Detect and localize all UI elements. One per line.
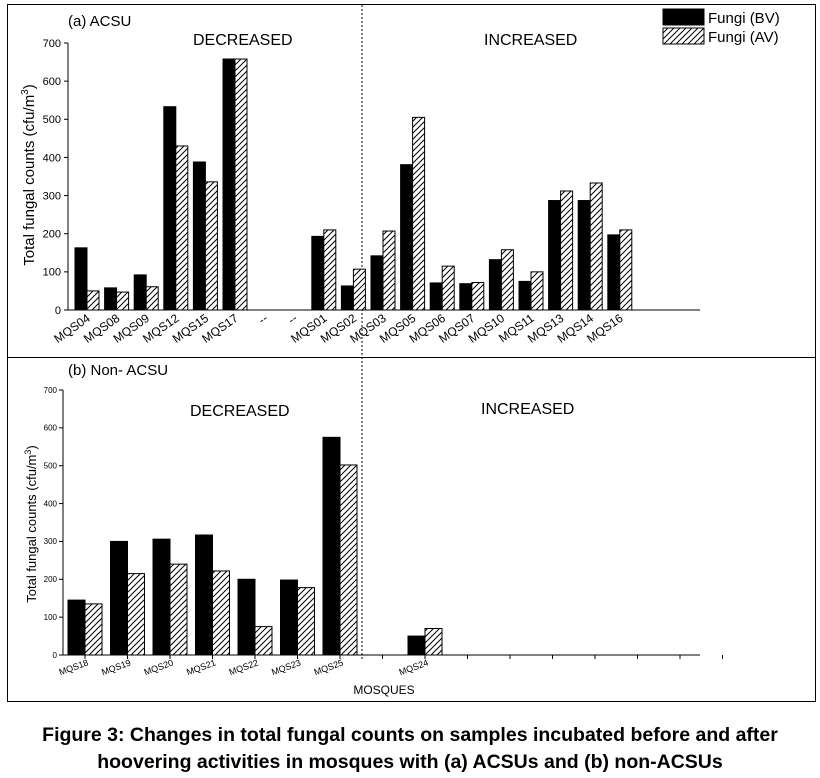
panel-b-y-tick-label: 700 bbox=[44, 386, 58, 395]
panel-a-y-tick-label: 700 bbox=[43, 38, 61, 50]
panel-a-y-tick-label: 300 bbox=[43, 190, 61, 202]
panel-b-bar-av bbox=[212, 570, 230, 656]
figure-frame bbox=[7, 4, 816, 702]
panel-a-bar-av bbox=[86, 290, 100, 311]
panel-a-increased-label: INCREASED bbox=[484, 32, 577, 49]
panel-b-bar-av bbox=[127, 573, 145, 656]
panel-a-bar-bv bbox=[429, 282, 443, 311]
panel-b-x-tick-label: MQS25 bbox=[313, 657, 345, 677]
panel-a-bar-av bbox=[145, 286, 159, 311]
panel-a-bar-av bbox=[352, 268, 366, 311]
panel-b-x-tick-label: MQS24 bbox=[398, 657, 430, 677]
panel-a-bar-bv bbox=[133, 274, 147, 311]
panel-b-bar-bv bbox=[322, 436, 341, 656]
legend-label-av: Fungi (AV) bbox=[708, 29, 779, 46]
legend-label-bv: Fungi (BV) bbox=[708, 10, 780, 27]
panel-b-y-axis-title: Total fungal counts (cfu/m3) bbox=[23, 445, 39, 603]
panel-a-decreased-label: DECREASED bbox=[193, 32, 293, 49]
panel-b-decreased-label: DECREASED bbox=[190, 403, 290, 420]
panel-a-bar-bv bbox=[400, 164, 414, 311]
panel-a-bar-av bbox=[441, 265, 455, 311]
panel-a-bar-av bbox=[619, 229, 633, 311]
panel-b-y-tick-label: 300 bbox=[44, 537, 58, 546]
panel-a-y-tick-label: 500 bbox=[43, 114, 61, 126]
chart-panel-a: (a) ACSU DECREASED INCREASED Total funga… bbox=[20, 13, 700, 346]
panel-a-bar-av bbox=[175, 145, 189, 311]
panel-a-bar-bv bbox=[548, 200, 562, 311]
panel-b-bar-bv bbox=[237, 578, 256, 656]
panel-b-x-axis-title: MOSQUES bbox=[353, 683, 414, 697]
panel-a-bar-bv bbox=[459, 283, 473, 311]
panel-b-bar-av bbox=[169, 563, 188, 656]
panel-b-y-tick-label: 400 bbox=[44, 499, 58, 508]
panel-a-bar-av bbox=[234, 58, 248, 311]
panel-b-bar-av bbox=[84, 603, 103, 656]
panel-a-bar-bv bbox=[163, 106, 177, 311]
panel-a-bar-av bbox=[382, 230, 396, 311]
panel-b-y-tick-label: 600 bbox=[44, 424, 58, 433]
panel-a-bar-bv bbox=[192, 161, 206, 311]
panel-b-bar-av bbox=[339, 464, 358, 656]
panel-a-bar-bv bbox=[370, 255, 384, 311]
legend-swatch-av bbox=[662, 27, 705, 45]
panel-b-label: (b) Non- ACSU bbox=[68, 362, 168, 379]
chart-panel-b: (b) Non- ACSU DECREASED INCREASED Total … bbox=[23, 362, 723, 697]
panel-a-y-tick-label: 100 bbox=[43, 267, 61, 279]
panel-a-bar-bv bbox=[311, 235, 325, 311]
panel-a-bar-av bbox=[471, 282, 485, 311]
panel-a-x-tick-label: -- bbox=[256, 311, 271, 327]
panel-b-x-tick-label: MQS18 bbox=[58, 657, 90, 677]
panel-a-bar-bv bbox=[607, 234, 621, 311]
figure: (a) ACSU DECREASED INCREASED Total funga… bbox=[7, 4, 816, 702]
panel-a-bar-av bbox=[500, 249, 514, 311]
panel-b-bar-av bbox=[297, 587, 315, 656]
panel-b-y-tick-label: 500 bbox=[44, 462, 58, 471]
panel-a-bar-bv bbox=[488, 259, 502, 311]
panel-b-x-tick-label: MQS21 bbox=[185, 657, 217, 677]
panel-b-x-tick-label: MQS20 bbox=[143, 657, 175, 677]
panel-b-x-tick-label: MQS23 bbox=[270, 657, 302, 677]
panel-a-bar-av bbox=[412, 116, 426, 311]
panel-b-bar-av bbox=[424, 628, 443, 656]
panel-b-y-tick-label: 200 bbox=[44, 575, 58, 584]
panel-a-bar-av bbox=[589, 182, 603, 311]
panel-a-bar-av bbox=[530, 271, 544, 311]
panel-a-bar-bv bbox=[74, 247, 88, 311]
panel-b-bar-bv bbox=[280, 579, 298, 656]
panel-a-bar-av bbox=[204, 181, 218, 311]
panel-a-bar-bv bbox=[222, 58, 236, 311]
panel-b-bar-bv bbox=[195, 534, 213, 656]
panel-b-bar-bv bbox=[67, 599, 86, 656]
panel-a-bar-bv bbox=[577, 200, 591, 311]
panel-b-x-tick-label: MQS22 bbox=[228, 657, 260, 677]
panel-a-bar-av bbox=[560, 190, 574, 311]
panel-a-y-tick-label: 200 bbox=[43, 229, 61, 241]
panel-a-bar-av bbox=[323, 229, 337, 311]
panel-a-bar-bv bbox=[340, 285, 354, 311]
panel-a-y-tick-label: 0 bbox=[55, 305, 61, 317]
panel-a-y-axis-title: Total fungal counts (cfu/m3) bbox=[20, 84, 38, 265]
caption-line-2: hoovering activities in mosques with (a)… bbox=[97, 751, 723, 773]
caption-line-1: Figure 3: Changes in total fungal counts… bbox=[42, 724, 778, 746]
panel-a-bar-av bbox=[116, 291, 130, 311]
panel-a-y-tick-label: 600 bbox=[43, 76, 61, 88]
panel-b-bar-av bbox=[254, 626, 273, 656]
panel-a-bar-bv bbox=[518, 280, 532, 311]
panel-b-y-tick-label: 100 bbox=[44, 613, 58, 622]
panel-b-bar-bv bbox=[152, 538, 171, 656]
panel-b-bar-bv bbox=[110, 540, 128, 656]
panel-a-y-tick-label: 400 bbox=[43, 152, 61, 164]
panel-b-bar-bv bbox=[407, 635, 426, 656]
panel-b-increased-label: INCREASED bbox=[481, 401, 574, 418]
panel-b-x-tick-label: MQS19 bbox=[100, 657, 132, 677]
panel-a-bar-bv bbox=[104, 287, 118, 311]
legend: Fungi (BV) Fungi (AV) bbox=[662, 8, 780, 46]
panel-b-y-tick-label: 0 bbox=[53, 651, 58, 660]
panel-a-label: (a) ACSU bbox=[68, 13, 131, 30]
legend-swatch-bv bbox=[662, 8, 705, 26]
panel-a-x-tick-label: -- bbox=[285, 311, 300, 327]
figure-caption: Figure 3: Changes in total fungal counts… bbox=[0, 722, 820, 776]
